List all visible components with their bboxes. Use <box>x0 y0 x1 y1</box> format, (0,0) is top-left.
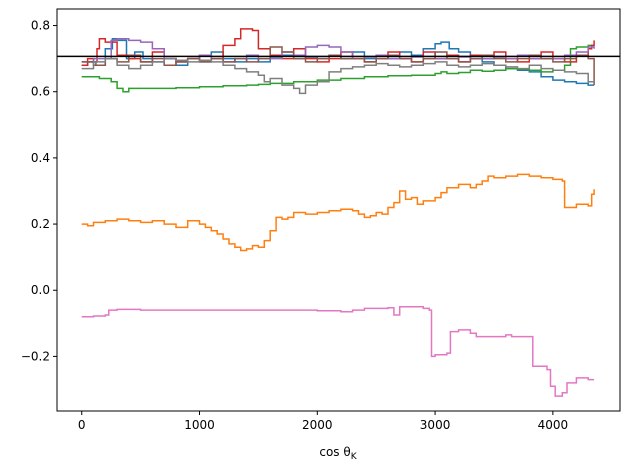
series-line-3 <box>81 44 595 93</box>
x-tick-label: 4000 <box>538 418 569 432</box>
series-line-2 <box>81 173 595 252</box>
x-axis: 0 1000 2000 3000 4000 <box>78 411 568 432</box>
y-tick-label: 0.8 <box>31 19 50 33</box>
x-tick-label: 1000 <box>184 418 215 432</box>
y-tick-label: 0.2 <box>31 217 50 231</box>
x-tick-label: 3000 <box>420 418 451 432</box>
y-tick-label: −0.2 <box>21 349 50 363</box>
y-axis: −0.2 0.0 0.2 0.4 0.6 0.8 <box>21 19 57 363</box>
series-line-7 <box>81 306 595 397</box>
series-line-5 <box>81 38 595 63</box>
x-tick-label: 0 <box>78 418 86 432</box>
y-tick-label: 0.0 <box>31 283 50 297</box>
series-line-8 <box>81 57 595 95</box>
plot-frame <box>56 8 621 412</box>
x-axis-label: cos θK <box>319 445 357 462</box>
y-tick-label: 0.4 <box>31 151 50 165</box>
y-tick-label: 0.6 <box>31 85 50 99</box>
x-tick-label: 2000 <box>302 418 333 432</box>
